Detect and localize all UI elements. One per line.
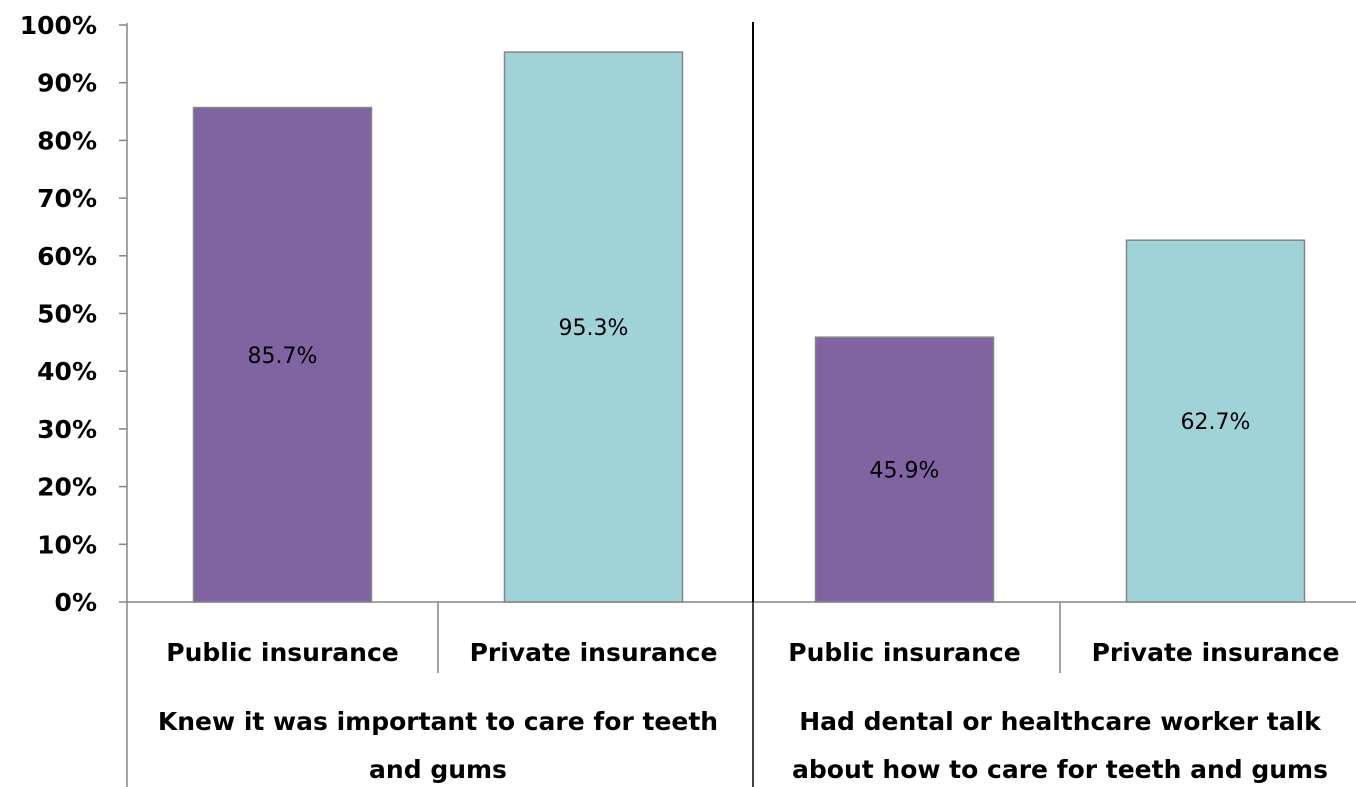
group-label-line: Had dental or healthcare worker talk bbox=[799, 707, 1322, 736]
data-label: 95.3% bbox=[559, 316, 629, 341]
y-tick-label: 50% bbox=[37, 300, 97, 329]
y-tick-label: 20% bbox=[37, 473, 97, 502]
category-label: Public insurance bbox=[788, 638, 1021, 667]
y-tick-label: 90% bbox=[37, 69, 97, 98]
group-label-line: Knew it was important to care for teeth bbox=[158, 707, 718, 736]
y-tick-label: 100% bbox=[20, 11, 97, 40]
category-label: Private insurance bbox=[470, 638, 718, 667]
y-tick-label: 70% bbox=[37, 184, 97, 213]
y-tick-label: 80% bbox=[37, 126, 97, 155]
bar bbox=[814, 336, 995, 603]
y-tick-label: 0% bbox=[55, 588, 97, 617]
group-label-line: about how to care for teeth and gums bbox=[792, 755, 1328, 784]
bar bbox=[1125, 239, 1306, 603]
data-label: 85.7% bbox=[248, 344, 318, 369]
y-tick-label: 60% bbox=[37, 242, 97, 271]
bar bbox=[192, 106, 373, 603]
y-tick-label: 30% bbox=[37, 415, 97, 444]
bar bbox=[503, 51, 684, 603]
category-label: Private insurance bbox=[1092, 638, 1340, 667]
y-tick-label: 10% bbox=[37, 530, 97, 559]
y-tick-label: 40% bbox=[37, 357, 97, 386]
category-label: Public insurance bbox=[166, 638, 399, 667]
data-label: 62.7% bbox=[1181, 410, 1251, 435]
data-label: 45.9% bbox=[870, 459, 940, 484]
group-label-line: and gums bbox=[369, 755, 507, 784]
